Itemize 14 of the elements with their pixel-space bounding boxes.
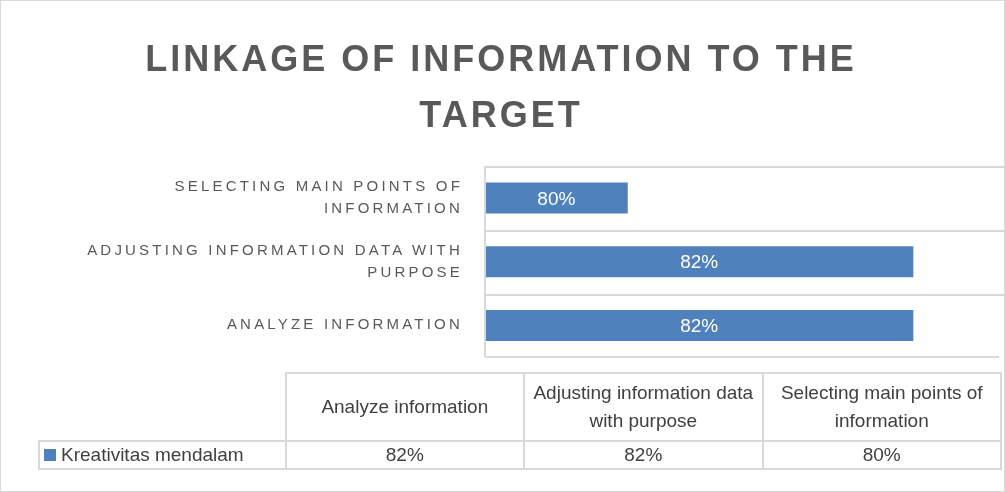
- text: 82%: [624, 444, 663, 465]
- text: Selecting main points of information: [762, 373, 1001, 441]
- data-label: 82%: [680, 251, 719, 273]
- chart-title: LINKAGE OF INFORMATION TO THE TARGET: [144, 37, 858, 137]
- y-tick-label: ADJUSTING INFORMATION DATA WITH PURPOSE: [87, 240, 463, 280]
- y-tick-label: SELECTING MAIN POINTS OF INFORMATION: [174, 176, 463, 216]
- text: Adjusting information data with purpose: [524, 373, 763, 441]
- text: Analyze information: [285, 373, 525, 441]
- legend-label: Kreativitas mendalam: [39, 441, 286, 469]
- data-label: 80%: [537, 187, 576, 209]
- text: 82%: [385, 444, 424, 465]
- data-label: 82%: [680, 314, 719, 336]
- text: 80%: [862, 444, 901, 465]
- y-tick-label: ANALYZE INFORMATION: [226, 315, 463, 333]
